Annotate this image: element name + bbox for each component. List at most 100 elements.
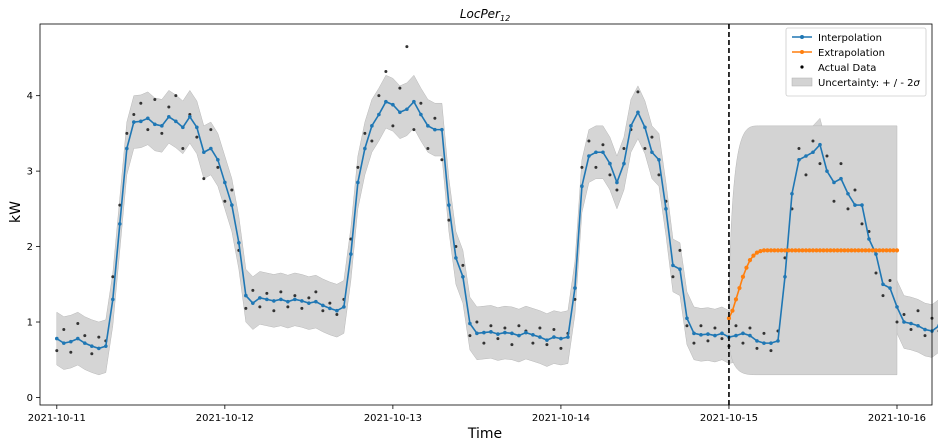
actual-data-point — [398, 86, 402, 90]
interpolation-point — [825, 169, 829, 173]
actual-data-point — [650, 135, 654, 139]
interpolation-point — [699, 333, 703, 337]
interpolation-point — [321, 303, 325, 308]
actual-data-point — [356, 165, 360, 169]
interpolation-point — [692, 331, 696, 336]
extrapolation-point — [828, 248, 833, 253]
actual-data-point — [825, 154, 829, 158]
interpolation-point — [440, 127, 444, 132]
extrapolation-markers — [726, 248, 900, 321]
actual-data-point — [258, 305, 262, 309]
actual-data-point — [720, 337, 724, 341]
interpolation-point — [482, 330, 486, 335]
interpolation-point — [426, 124, 430, 128]
actual-data-point — [160, 131, 164, 135]
y-tick-label: 4 — [27, 91, 33, 102]
interpolation-point — [510, 331, 514, 336]
x-tick-label: 2021-10-14 — [532, 413, 590, 424]
interpolation-point — [867, 237, 871, 241]
extrapolation-point — [859, 248, 865, 253]
actual-data-point — [902, 312, 906, 316]
actual-data-point — [615, 188, 619, 192]
interpolation-point — [860, 203, 864, 207]
interpolation-point — [895, 305, 899, 309]
interpolation-point — [167, 115, 171, 119]
actual-data-point — [461, 263, 465, 267]
actual-data-point — [300, 306, 304, 310]
interpolation-point — [244, 293, 248, 298]
actual-data-point — [657, 173, 661, 177]
actual-data-point — [608, 173, 612, 177]
legend-uncertainty-label: Uncertainty: + / - 2σ — [818, 78, 921, 89]
interpolation-point — [874, 252, 878, 256]
actual-data-point — [69, 350, 73, 354]
interpolation-point — [195, 125, 199, 130]
actual-data-point — [895, 320, 899, 324]
interpolation-point — [685, 316, 689, 321]
interpolation-point — [300, 299, 304, 303]
interpolation-point — [62, 341, 66, 345]
interpolation-point — [734, 333, 738, 338]
actual-data-point — [202, 177, 206, 181]
interpolation-point — [804, 154, 808, 158]
interpolation-point — [622, 161, 626, 166]
actual-data-point — [811, 139, 815, 143]
interpolation-point — [636, 110, 640, 115]
interpolation-point — [846, 191, 850, 196]
x-tick-label: 2021-10-12 — [196, 413, 254, 424]
interpolation-point — [538, 335, 542, 339]
actual-data-point — [706, 339, 710, 343]
extrapolation-point — [765, 248, 770, 253]
extrapolation-point — [894, 248, 900, 253]
interpolation-point — [265, 297, 269, 302]
extrapolation-point — [754, 250, 760, 255]
extrapolation-point — [856, 248, 861, 253]
extrapolation-point — [821, 248, 826, 253]
actual-data-point — [874, 271, 878, 275]
extrapolation-point — [758, 248, 763, 254]
actual-data-point — [447, 218, 451, 222]
actual-data-point — [279, 290, 283, 294]
interpolation-point — [496, 332, 500, 336]
extrapolation-point — [880, 248, 886, 253]
actual-data-point — [545, 343, 549, 347]
actual-data-point — [83, 334, 87, 338]
extrapolation-point — [793, 248, 798, 253]
extrapolation-point — [877, 248, 882, 253]
legend-extrapolation-marker — [800, 50, 804, 54]
extrapolation-point — [831, 248, 837, 253]
extrapolation-point — [866, 248, 872, 253]
interpolation-point — [55, 336, 59, 341]
interpolation-point — [475, 331, 479, 336]
interpolation-point — [720, 331, 724, 336]
interpolation-point — [328, 306, 332, 311]
actual-data-point — [118, 203, 122, 207]
legend-box — [785, 27, 927, 97]
interpolation-point — [671, 263, 675, 268]
y-tick-label: 0 — [27, 393, 33, 404]
actual-data-point — [209, 128, 213, 132]
extrapolation-point — [845, 248, 851, 253]
legend-interpolation-label: Interpolation — [818, 33, 882, 44]
interpolation-point — [748, 333, 752, 338]
actual-data-point — [496, 337, 500, 341]
interpolation-point — [370, 124, 374, 128]
x-tick-label: 2021-10-15 — [700, 413, 758, 424]
interpolation-point — [741, 331, 745, 336]
y-tick-label: 2 — [27, 242, 33, 253]
actual-data-point — [174, 94, 178, 98]
interpolation-point — [419, 112, 423, 117]
actual-data-point — [755, 346, 759, 350]
actual-data-point — [55, 349, 59, 353]
actual-data-point — [678, 248, 682, 252]
interpolation-point — [405, 107, 409, 112]
interpolation-point — [139, 119, 143, 124]
interpolation-point — [643, 125, 647, 130]
interpolation-point — [678, 267, 682, 272]
actual-data-point — [419, 101, 423, 105]
actual-data-point — [475, 320, 479, 324]
extrapolation-point — [779, 248, 784, 253]
interpolation-point — [608, 161, 612, 166]
interpolation-point — [160, 124, 164, 128]
